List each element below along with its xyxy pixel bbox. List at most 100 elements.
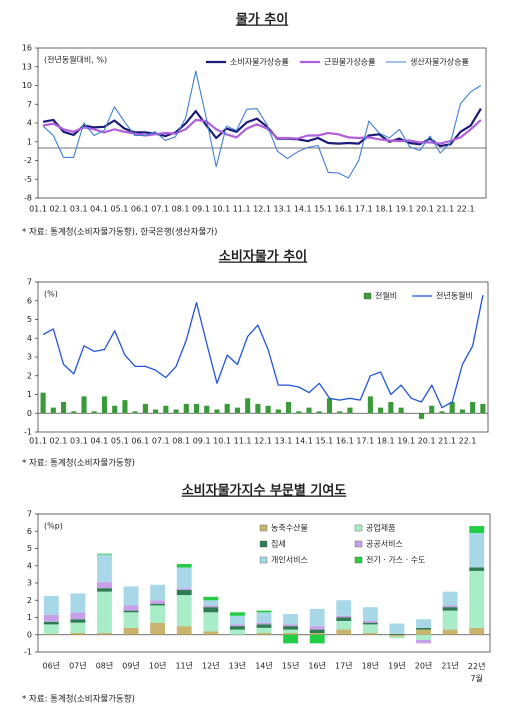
bar-segment: [283, 634, 299, 644]
bar: [470, 402, 476, 414]
bar-segment: [389, 634, 405, 637]
bar-segment: [256, 633, 272, 635]
bar: [347, 407, 353, 414]
bar-segment: [309, 608, 325, 627]
y-tick-label: 0: [27, 409, 32, 418]
bar: [459, 409, 465, 414]
x-tick-label: 03.1: [70, 205, 88, 214]
x-tick-label: 14.1: [295, 437, 313, 446]
y-tick-label: 5: [27, 315, 32, 324]
bar: [326, 398, 333, 414]
bar: [173, 409, 179, 414]
y-tick-label: 4: [27, 119, 32, 128]
bar: [439, 411, 445, 414]
x-tick-label: 12.1: [253, 205, 271, 214]
bar-segment: [469, 570, 485, 628]
bar-segment: [203, 600, 219, 606]
x-tick-label: 09년: [122, 661, 140, 671]
x-tick-label: 21.1: [436, 205, 454, 214]
legend-label: 농축수산물: [271, 523, 308, 533]
x-tick-label: 17년: [335, 661, 353, 671]
legend-swatch: [259, 524, 268, 532]
x-tick-label: 14년: [255, 661, 273, 671]
x-tick-label: 03.1: [70, 437, 88, 446]
bar-segment: [442, 629, 458, 635]
bar-segment: [70, 633, 86, 635]
bar: [71, 411, 77, 414]
bar-segment: [70, 619, 86, 623]
bar-segment: [43, 633, 59, 635]
bar: [316, 411, 322, 414]
y-tick-label: -1: [24, 428, 32, 437]
bar-segment: [362, 633, 378, 635]
bar-segment: [203, 605, 219, 608]
bar-segment: [123, 612, 139, 628]
bar-segment: [336, 617, 352, 621]
x-tick-label: 13년: [229, 661, 247, 671]
legend-label: 근원물가상승률: [324, 57, 376, 67]
bar-segment: [469, 567, 485, 571]
x-tick-label: 15년: [282, 661, 300, 671]
bar-segment: [283, 633, 299, 635]
bar-segment: [389, 636, 405, 639]
bar: [214, 409, 220, 414]
y-tick-label: 16: [22, 44, 32, 53]
x-tick-label: 16.1: [336, 437, 354, 446]
legend-swatch: [259, 556, 268, 564]
x-tick-label: 10년: [149, 661, 167, 671]
bar: [50, 407, 56, 414]
bar-segment: [362, 607, 378, 621]
x-tick-label: 13.1: [273, 205, 291, 214]
x-tick-label: 18년: [362, 661, 380, 671]
bar: [398, 407, 404, 414]
x-tick-label: 19.1: [397, 437, 415, 446]
legend-label: 전년동월비: [436, 291, 473, 301]
y-tick-label: 3: [27, 579, 32, 588]
bar-segment: [123, 605, 139, 611]
bar-segment: [442, 605, 458, 608]
x-tick-label: 08.1: [172, 437, 190, 446]
bar: [296, 411, 302, 414]
y-tick-label: 2: [27, 371, 32, 380]
x-tick-label: 01.1: [29, 205, 47, 214]
y-tick-label: 13: [22, 62, 32, 71]
x-tick-label: 08년: [96, 661, 114, 671]
x-tick-label: 09.1: [192, 205, 210, 214]
source-note: * 자료: 통계청(소비자물가동향), 한국은행(생산자물가): [22, 227, 217, 238]
bar-segment: [283, 624, 299, 627]
x-tick-label: 14.1: [294, 205, 312, 214]
x-tick-label: 21.1: [438, 437, 456, 446]
bar-segment: [362, 624, 378, 634]
x-tick-label: 11.1: [233, 205, 251, 214]
bar-segment: [43, 621, 59, 625]
x-tick-label: 16년: [308, 661, 326, 671]
x-tick-label: 22.1: [459, 437, 477, 446]
bar-segment: [442, 607, 458, 611]
bar: [163, 405, 169, 414]
bar-segment: [256, 610, 272, 613]
bar-segment: [256, 612, 272, 623]
bar-segment: [362, 622, 378, 625]
bar: [193, 403, 200, 414]
bar: [81, 396, 87, 414]
legend-label: 소비자물가상승률: [230, 57, 289, 67]
legend-label: 공공서비스: [366, 540, 403, 549]
bar: [275, 409, 281, 414]
y-tick-label: 2: [27, 596, 32, 605]
legend-label: 집세: [271, 539, 286, 549]
bar: [245, 398, 251, 414]
x-tick-label: 11년: [175, 661, 193, 671]
y-tick-label: -1: [24, 648, 32, 657]
x-tick-label: 06년: [43, 661, 61, 671]
unit-label: (전년동월대비, %): [44, 55, 107, 65]
x-tick-label: 20.1: [418, 437, 436, 446]
bar-segment: [150, 603, 166, 606]
bar-segment: [229, 629, 245, 635]
bar-segment: [389, 633, 405, 635]
x-tick-label: 21년: [441, 661, 459, 671]
x-tick-label: 01.1: [29, 437, 47, 446]
bar: [204, 405, 210, 414]
bar-segment: [97, 591, 112, 634]
